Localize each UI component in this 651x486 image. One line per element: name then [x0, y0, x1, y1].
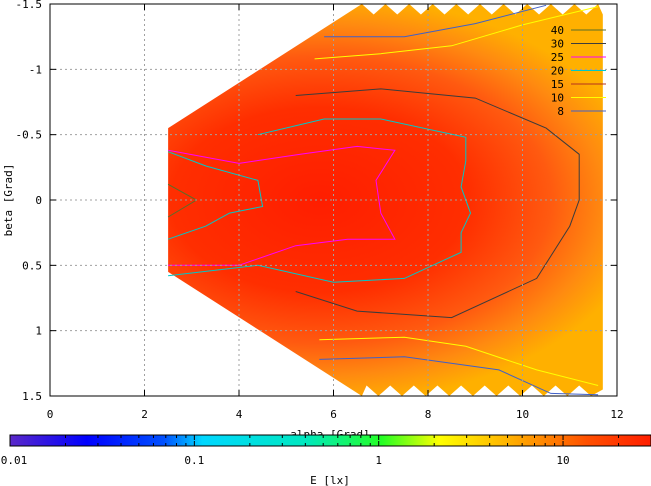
x-tick-label: 12 — [610, 408, 623, 421]
legend-label: 10 — [551, 92, 564, 105]
colorbar-tick-label: 0.01 — [1, 454, 28, 467]
colorbar-tick-label: 1 — [375, 454, 382, 467]
legend-label: 15 — [551, 78, 564, 91]
legend-label: 30 — [551, 38, 564, 51]
contour-10 — [319, 336, 599, 386]
colorbar: 0.01 0.1 1 10 E [lx] — [1, 434, 651, 486]
x-tick-label: 2 — [141, 408, 148, 421]
grid — [50, 4, 617, 396]
contour-20 — [168, 118, 472, 283]
legend-label: 40 — [551, 24, 564, 37]
contour-10 — [314, 6, 599, 60]
legend-label: 20 — [551, 65, 564, 78]
colorbar-tick-label: 0.1 — [184, 454, 204, 467]
colorbar-label: E [lx] — [310, 474, 350, 486]
y-tick-label: 0.5 — [22, 259, 42, 272]
contour-30 — [295, 88, 580, 319]
colorbar-gradient — [9, 434, 651, 447]
axis-ticks: 0 2 4 6 8 10 12-1.5-1-0.500.511.5 — [16, 0, 624, 421]
x-tick-label: 8 — [425, 408, 432, 421]
x-tick-label: 4 — [236, 408, 243, 421]
y-tick-label: -1 — [29, 63, 42, 76]
colorbar-ticks: 0.01 0.1 1 10 — [1, 435, 651, 467]
contour-8 — [324, 4, 547, 38]
legend-label: 25 — [551, 51, 564, 64]
legend-label: 8 — [557, 105, 564, 118]
y-tick-label: 1.5 — [22, 390, 42, 403]
contour-25 — [168, 145, 396, 266]
x-tick-label: 6 — [330, 408, 337, 421]
contour-20 — [167, 151, 264, 240]
x-tick-label: 0 — [47, 408, 54, 421]
y-axis-label: beta [Grad] — [2, 164, 15, 237]
y-tick-label: -1.5 — [16, 0, 43, 11]
y-tick-label: 1 — [35, 325, 42, 338]
x-tick-label: 10 — [516, 408, 529, 421]
contour-lines — [167, 4, 599, 396]
colorbar-tick-label: 10 — [556, 454, 569, 467]
contour-8 — [319, 356, 599, 396]
y-tick-label: 0 — [35, 194, 42, 207]
y-tick-label: -0.5 — [16, 129, 43, 142]
